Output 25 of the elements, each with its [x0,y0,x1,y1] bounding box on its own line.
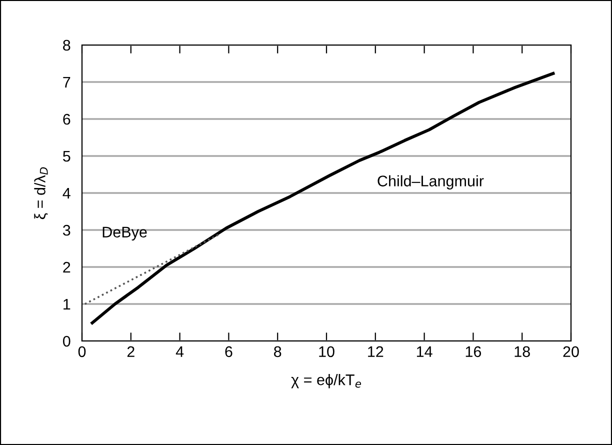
x-tick-label: 20 [563,346,579,358]
x-tick-label: 8 [274,346,282,358]
x-tick-label: 14 [416,346,432,357]
y-tick-label: 3 [62,224,70,236]
series-label: Child–Langmuir [378,175,484,190]
y-tick-label: 0 [62,336,70,347]
y-axis-title: ξ = d/λ$_{D}$ [34,167,48,220]
x-tick-label: 12 [368,346,384,357]
x-tick-label: 6 [225,346,232,358]
x-tick-label: 16 [466,346,482,358]
x-tick-label: 4 [176,346,184,357]
y-tick-label: 6 [63,114,70,125]
series-label: DeBye [102,226,147,241]
x-tick-label: 0 [78,346,86,358]
y-tick-label: 4 [62,188,70,199]
x-axis-title: χ = eϕ/kT$_{e}$ [291,374,362,388]
line-series [90,72,555,324]
y-tick-label: 5 [63,151,70,162]
x-tick-label: 18 [514,346,530,358]
x-tick-label: 2 [127,346,134,357]
y-tick-label: 7 [63,77,70,88]
y-tick-label: 1 [64,299,70,310]
x-tick-label: 10 [319,346,334,358]
y-tick-label: 8 [63,40,70,51]
y-tick-label: 2 [63,262,70,273]
